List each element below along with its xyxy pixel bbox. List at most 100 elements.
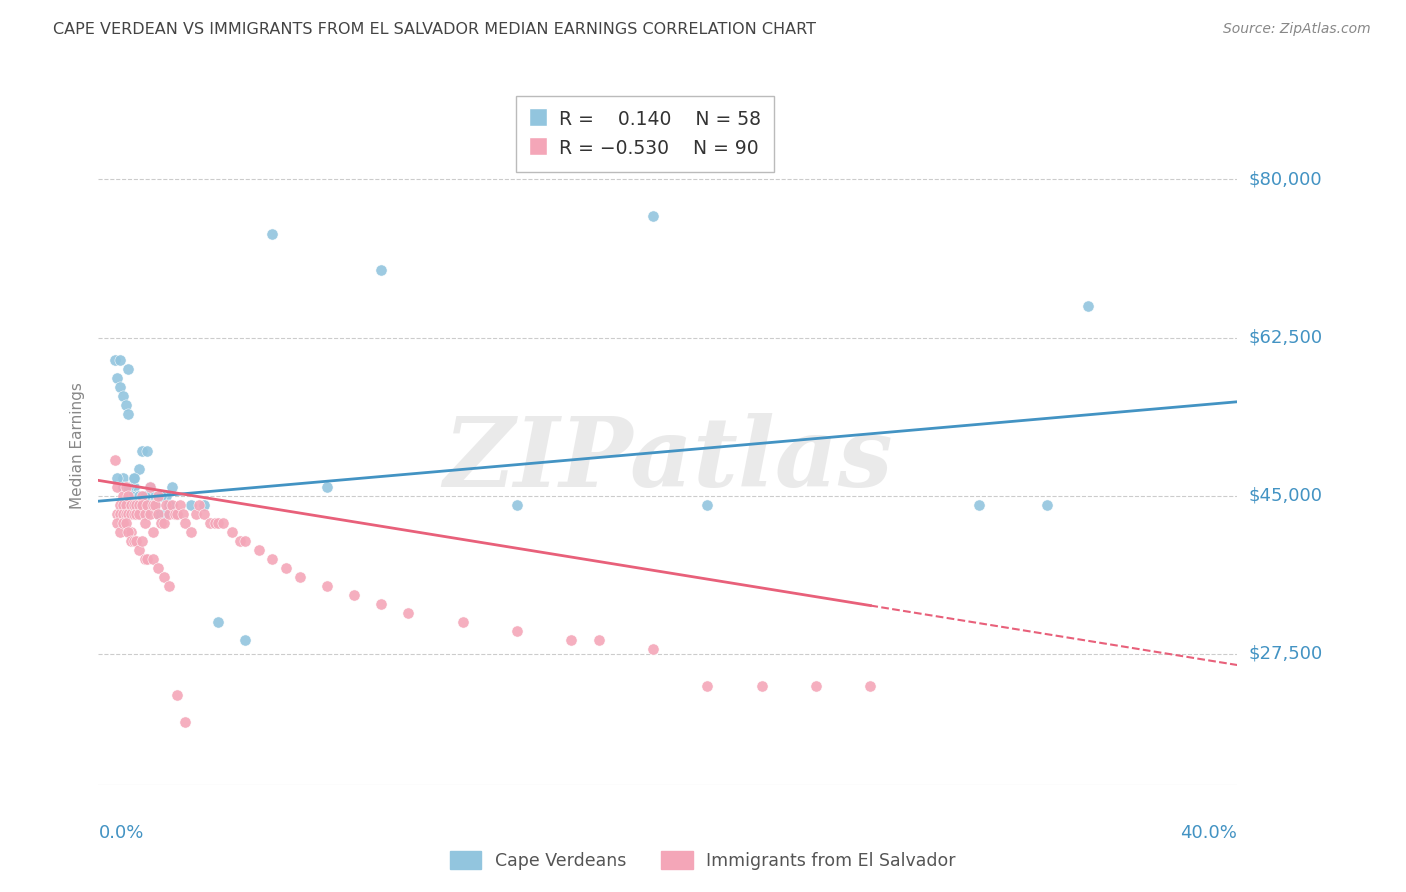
- Point: [152, 507, 174, 521]
- Point: [111, 516, 134, 530]
- Point: [108, 353, 131, 368]
- Point: [180, 498, 202, 512]
- Point: [128, 489, 150, 503]
- Point: [148, 507, 170, 521]
- Point: [114, 480, 136, 494]
- Point: [122, 470, 145, 484]
- Point: [506, 498, 529, 512]
- Point: [148, 561, 170, 575]
- Point: [588, 633, 610, 648]
- Point: [134, 489, 156, 503]
- Point: [186, 507, 208, 521]
- Point: [134, 507, 156, 521]
- Legend: R =    0.140    N = 58, R = −0.530    N = 90: R = 0.140 N = 58, R = −0.530 N = 90: [516, 96, 775, 171]
- Point: [145, 498, 167, 512]
- Point: [120, 533, 142, 548]
- Point: [804, 679, 827, 693]
- Point: [114, 398, 136, 412]
- Point: [122, 507, 145, 521]
- Point: [128, 507, 150, 521]
- Point: [696, 679, 718, 693]
- Point: [193, 507, 215, 521]
- Point: [136, 498, 159, 512]
- Point: [120, 489, 142, 503]
- Point: [274, 561, 297, 575]
- Point: [125, 489, 148, 503]
- Point: [174, 516, 197, 530]
- Point: [1077, 299, 1099, 313]
- Point: [139, 507, 162, 521]
- Point: [149, 516, 172, 530]
- Point: [134, 507, 156, 521]
- Point: [155, 489, 177, 503]
- Point: [233, 633, 256, 648]
- Point: [1036, 498, 1059, 512]
- Point: [160, 480, 183, 494]
- Text: $27,500: $27,500: [1249, 645, 1323, 663]
- Point: [207, 615, 229, 630]
- Point: [149, 489, 172, 503]
- Point: [120, 489, 142, 503]
- Point: [160, 498, 183, 512]
- Point: [117, 507, 139, 521]
- Point: [111, 498, 134, 512]
- Point: [114, 516, 136, 530]
- Point: [172, 507, 194, 521]
- Point: [641, 642, 664, 657]
- Point: [122, 533, 145, 548]
- Point: [125, 498, 148, 512]
- Point: [166, 688, 188, 702]
- Text: $62,500: $62,500: [1249, 328, 1323, 346]
- Point: [131, 533, 153, 548]
- Point: [134, 552, 156, 566]
- Point: [247, 543, 270, 558]
- Point: [157, 507, 180, 521]
- Point: [125, 507, 148, 521]
- Point: [131, 498, 153, 512]
- Point: [122, 498, 145, 512]
- Point: [125, 533, 148, 548]
- Point: [111, 389, 134, 403]
- Point: [139, 480, 162, 494]
- Point: [233, 533, 256, 548]
- Point: [155, 498, 177, 512]
- Point: [131, 443, 153, 458]
- Point: [114, 498, 136, 512]
- Text: $45,000: $45,000: [1249, 487, 1323, 505]
- Point: [136, 443, 159, 458]
- Point: [142, 498, 165, 512]
- Point: [131, 489, 153, 503]
- Point: [145, 498, 167, 512]
- Point: [128, 498, 150, 512]
- Point: [136, 552, 159, 566]
- Point: [131, 498, 153, 512]
- Text: 0.0%: 0.0%: [98, 824, 143, 842]
- Point: [396, 606, 419, 620]
- Point: [139, 480, 162, 494]
- Point: [125, 498, 148, 512]
- Point: [229, 533, 252, 548]
- Point: [117, 408, 139, 422]
- Point: [207, 516, 229, 530]
- Point: [107, 470, 129, 484]
- Point: [128, 489, 150, 503]
- Point: [193, 498, 215, 512]
- Point: [262, 227, 284, 241]
- Text: CAPE VERDEAN VS IMMIGRANTS FROM EL SALVADOR MEDIAN EARNINGS CORRELATION CHART: CAPE VERDEAN VS IMMIGRANTS FROM EL SALVA…: [53, 22, 817, 37]
- Point: [315, 480, 337, 494]
- Point: [641, 209, 664, 223]
- Point: [370, 262, 392, 277]
- Point: [104, 353, 127, 368]
- Point: [117, 480, 139, 494]
- Point: [111, 480, 134, 494]
- Point: [134, 489, 156, 503]
- Point: [163, 507, 186, 521]
- Y-axis label: Median Earnings: Median Earnings: [69, 383, 84, 509]
- Point: [152, 570, 174, 584]
- Point: [139, 498, 162, 512]
- Point: [107, 371, 129, 385]
- Point: [221, 524, 243, 539]
- Point: [174, 714, 197, 729]
- Point: [128, 543, 150, 558]
- Point: [148, 489, 170, 503]
